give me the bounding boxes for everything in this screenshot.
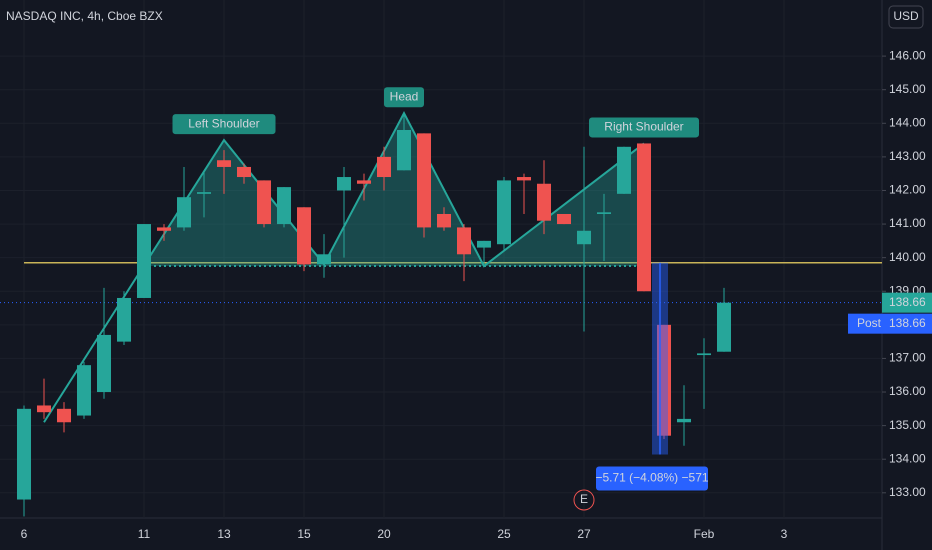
pattern-label: Left Shoulder (188, 116, 259, 130)
pattern-label-box (172, 114, 276, 135)
candle-body (597, 212, 611, 214)
candle-body (397, 130, 411, 171)
candle-body (677, 418, 691, 423)
candle-body (97, 334, 111, 393)
candle-body (357, 180, 371, 184)
pattern-label-box (589, 117, 699, 138)
candle-body (77, 365, 91, 416)
pattern-label-box (384, 87, 424, 108)
post-box (848, 313, 932, 334)
candle-body (417, 133, 431, 228)
pattern-label: Right Shoulder (604, 120, 683, 134)
candle-body (577, 230, 591, 245)
candle-body (497, 180, 511, 245)
x-tick-label: 3 (781, 527, 788, 541)
candle-body (137, 224, 151, 298)
x-tick-label: 11 (138, 527, 151, 541)
x-tick-label: Feb (694, 527, 715, 541)
candle-body (237, 166, 251, 178)
candle-body (477, 240, 491, 248)
y-tick-label: 146.00 (889, 48, 926, 62)
y-tick-label: 140.00 (889, 250, 926, 264)
candle-body (617, 146, 631, 194)
y-tick-label: 136.00 (889, 384, 926, 398)
candle-body (317, 254, 331, 265)
candle-body (257, 180, 271, 225)
candle-body (277, 187, 291, 225)
candle-body (117, 297, 131, 342)
y-tick-label: 142.00 (889, 183, 926, 197)
candle-body (57, 408, 71, 423)
measure-label-box (596, 466, 708, 491)
post-price-label: 138.66 (889, 316, 926, 330)
y-tick-label: 137.00 (889, 351, 926, 365)
currency-box[interactable] (888, 5, 924, 29)
candle-body (517, 177, 531, 181)
candle-body (697, 353, 711, 356)
pattern-fill (44, 113, 644, 267)
last-price-label: 138.66 (889, 295, 926, 309)
x-tick-label: 13 (217, 527, 231, 541)
candle-body (177, 197, 191, 228)
candle-body (717, 302, 731, 352)
measure-label: −5.71 (−4.08%) −571 (595, 471, 708, 485)
x-tick-label: 20 (377, 527, 391, 541)
candle-body (297, 207, 311, 265)
earnings-label: E (580, 492, 588, 506)
candle-body (37, 405, 51, 413)
y-tick-label: 134.00 (889, 451, 926, 465)
candle-body (157, 227, 171, 231)
candle-body (197, 192, 211, 194)
y-tick-label: 145.00 (889, 82, 926, 96)
y-tick-label: 135.00 (889, 418, 926, 432)
chart-title: NASDAQ INC, 4h, Cboe BZX (6, 9, 163, 23)
last-price-box (882, 292, 932, 313)
post-label: Post (857, 316, 882, 330)
candle-body (337, 177, 351, 191)
candle-body (557, 213, 571, 225)
candle-body (17, 408, 31, 500)
x-tick-label: 6 (21, 527, 28, 541)
candle-body (377, 156, 391, 178)
y-tick-label: 143.00 (889, 149, 926, 163)
x-tick-label: 15 (297, 527, 311, 541)
candle-body (457, 227, 471, 255)
candle-body (637, 143, 651, 292)
x-tick-label: 25 (497, 527, 511, 541)
x-tick-label: 27 (577, 527, 591, 541)
y-tick-label: 141.00 (889, 216, 926, 230)
earnings-marker (573, 489, 595, 511)
candle-body (217, 160, 231, 167)
y-tick-label: 133.00 (889, 485, 926, 499)
candle-body (537, 183, 551, 221)
candle-body (437, 213, 451, 228)
y-tick-label: 144.00 (889, 115, 926, 129)
currency[interactable]: USD (893, 9, 919, 23)
plot: Left Shoulder Head Right Shoulder −5.71 (−4… (0, 87, 882, 517)
pattern-label: Head (390, 89, 419, 103)
